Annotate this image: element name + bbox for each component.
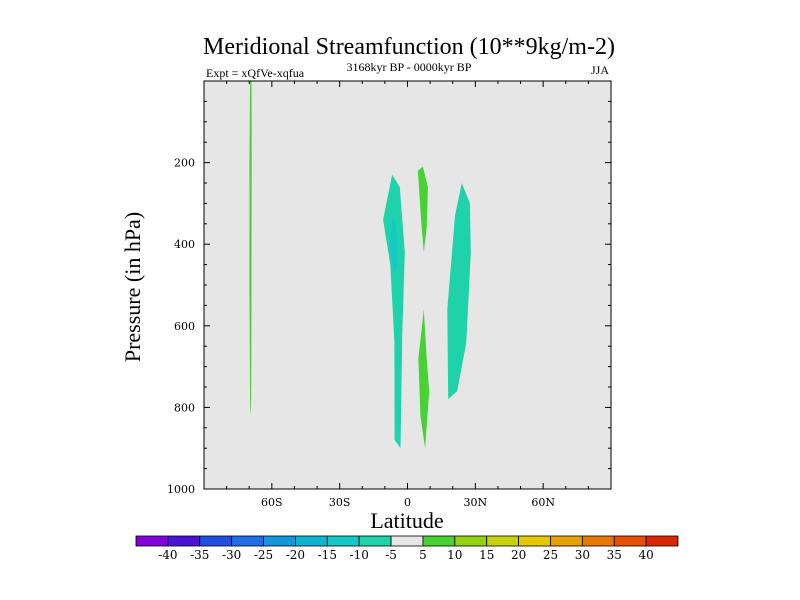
colorbar-swatch <box>518 535 551 547</box>
contour-region-tropical-negative <box>383 174 405 449</box>
colorbar-swatch <box>135 535 169 547</box>
colorbar-label: -35 <box>190 548 209 562</box>
x-axis-label: Latitude <box>370 508 443 533</box>
colorbar-label: -30 <box>222 548 241 562</box>
colorbar-swatch <box>486 535 519 547</box>
contour-region-equatorial-upper-positive <box>417 166 428 253</box>
colorbar-swatch <box>263 535 296 547</box>
colorbar-swatch <box>231 535 264 547</box>
colorbar-swatch <box>422 535 456 547</box>
colorbar-label: 40 <box>638 548 653 562</box>
experiment-label: Expt = xQfVe-xqfua <box>206 66 305 80</box>
colorbar: -40 -35 -30 -25 -20 -15 -10 -5 5 10 15 20 25 30 35 40 <box>135 535 679 562</box>
season-label: JJA <box>591 63 609 77</box>
y-tick-label: 800 <box>174 401 195 414</box>
colorbar-swatch <box>199 535 233 547</box>
x-tick-label: 60N <box>531 496 555 509</box>
colorbar-swatch <box>550 535 583 547</box>
colorbar-label: -10 <box>350 548 369 562</box>
colorbar-label: -20 <box>286 548 305 562</box>
colorbar-label: -25 <box>254 548 273 562</box>
contour-region-equatorial-lower-positive <box>418 309 430 449</box>
contour-region-sh-polar-positive <box>249 81 252 416</box>
plot-area <box>204 81 611 489</box>
y-tick-label: 200 <box>174 157 195 170</box>
colorbar-swatch <box>326 535 360 547</box>
colorbar-swatch <box>390 535 424 547</box>
x-tick-label: 60S <box>261 496 283 509</box>
x-tick-label: 30N <box>464 496 488 509</box>
colorbar-swatch <box>454 535 488 547</box>
y-axis-label: Pressure (in hPa) <box>120 212 145 362</box>
x-axis: 60S 30S 0 30N 60N <box>203 81 612 509</box>
colorbar-swatch <box>645 535 679 547</box>
contour-region-tropical-negative-core <box>390 215 398 273</box>
chart-title: Meridional Streamfunction (10**9kg/m-2) <box>203 34 615 60</box>
x-tick-label: 0 <box>404 496 411 509</box>
colorbar-swatch <box>295 535 328 547</box>
y-tick-label: 600 <box>174 320 195 333</box>
colorbar-label: -40 <box>158 548 177 562</box>
x-tick-label: 30S <box>329 496 351 509</box>
colorbar-label: -15 <box>318 548 337 562</box>
contour-region-nh-subtropical-negative <box>447 183 471 400</box>
y-tick-label: 1000 <box>167 483 195 496</box>
colorbar-swatch <box>581 535 615 547</box>
colorbar-label: 15 <box>479 548 494 562</box>
colorbar-label: 35 <box>607 548 622 562</box>
chart-subtitle: 3168kyr BP - 0000kyr BP <box>347 60 472 74</box>
contour-regions <box>249 81 471 449</box>
y-tick-label: 400 <box>174 238 195 251</box>
colorbar-label: 20 <box>511 548 526 562</box>
colorbar-label: 10 <box>447 548 462 562</box>
colorbar-swatch <box>167 535 201 547</box>
colorbar-label: 30 <box>575 548 590 562</box>
colorbar-swatch <box>613 535 647 547</box>
colorbar-label: -5 <box>385 548 397 562</box>
colorbar-swatch <box>358 535 392 547</box>
colorbar-label: 25 <box>543 548 558 562</box>
colorbar-label: 5 <box>419 548 427 562</box>
y-axis: 200 400 600 800 1000 <box>167 80 611 496</box>
